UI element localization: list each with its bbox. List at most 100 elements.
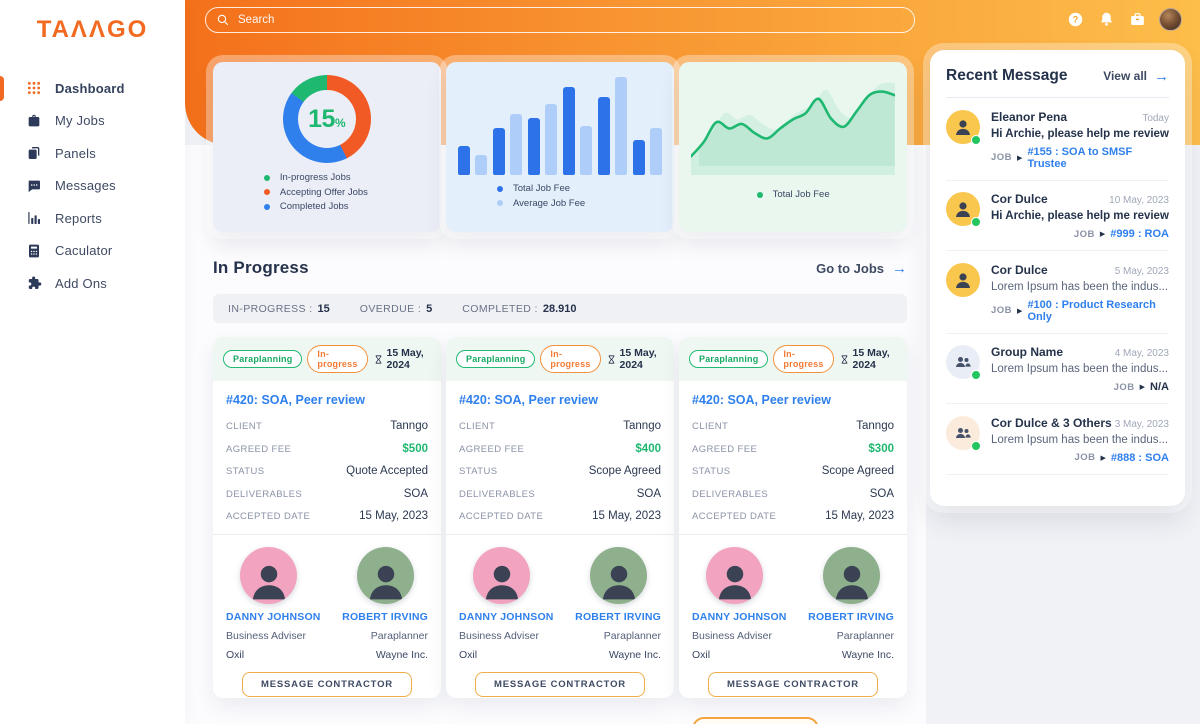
sidebar: TAΛΛGO Dashboard My Jobs Panels: [0, 0, 185, 724]
job-card-body: #420: SOA, Peer review CLIENT Tanngo AGR…: [446, 381, 674, 698]
brand-logo[interactable]: TAΛΛGO: [36, 16, 149, 43]
job-people-avatars: [692, 547, 894, 604]
bar: [632, 139, 645, 175]
message-list-item[interactable]: Eleanor Pena Today Hi Archie, please hel…: [946, 98, 1169, 181]
sidebar-nav: Dashboard My Jobs Panels Mess: [0, 72, 185, 300]
field-deliverables: DELIVERABLES SOA: [226, 487, 428, 500]
job-reference-link[interactable]: #100 : Product Research Only: [1027, 298, 1156, 323]
search-icon: [217, 14, 229, 26]
caret-right-icon: ▶: [1100, 454, 1106, 462]
line-chart: [691, 82, 895, 175]
adviser-name-link[interactable]: DANNY JOHNSON: [226, 611, 321, 623]
legend-dot: [263, 189, 270, 195]
sender-name: Cor Dulce: [991, 262, 1048, 277]
fees-bar-chart-card: Total Job Fee Average Job Fee: [445, 62, 675, 232]
search-input[interactable]: [238, 14, 904, 26]
calculator-icon: [26, 243, 42, 259]
bell-icon[interactable]: [1097, 10, 1116, 29]
sidebar-item-label: Add Ons: [55, 275, 107, 291]
job-fields: CLIENT Tanngo AGREED FEE $400 STATUS Sco…: [459, 420, 661, 522]
message-contractor-button[interactable]: MESSAGE CONTRACTOR: [475, 672, 645, 697]
sender-name: Cor Dulce: [991, 192, 1048, 206]
briefcase-icon[interactable]: [1128, 10, 1147, 29]
active-indicator: [0, 174, 4, 199]
sidebar-item-dashboard[interactable]: Dashboard: [0, 72, 185, 105]
donut-unit: %: [334, 116, 346, 130]
message-contractor-button[interactable]: MESSAGE CONTRACTOR: [708, 672, 878, 697]
message-preview: Hi Archie, please help me review...: [991, 127, 1169, 140]
message-job-line: JOB ▶ #999 : ROA: [1073, 228, 1169, 240]
sender-name: Group Name: [991, 345, 1064, 359]
help-icon[interactable]: ?: [1066, 10, 1085, 29]
sidebar-item-messages[interactable]: Messages: [0, 170, 185, 203]
messages-panel-header: Recent Message View all →: [946, 50, 1169, 98]
paraplanner-name-link[interactable]: ROBERT IRVING: [808, 611, 894, 623]
fee-line-chart-card: Total Job Fee: [679, 62, 907, 232]
group-icon: [953, 423, 973, 443]
arrow-right-icon: →: [892, 259, 907, 277]
job-people-names: DANNY JOHNSON ROBERT IRVING: [692, 611, 894, 623]
job-title-link[interactable]: #420: SOA, Peer review: [459, 393, 598, 407]
message-job-line: JOB ▶ #100 : Product Research Only: [991, 299, 1169, 323]
message-preview: Lorem Ipsum has been the indus...: [991, 433, 1169, 446]
adviser-avatar[interactable]: [240, 547, 297, 604]
sidebar-item-panels[interactable]: Panels: [0, 137, 185, 170]
sender-name: Eleanor Pena: [991, 109, 1068, 124]
paraplanner-avatar[interactable]: [590, 547, 647, 604]
field-accepted-date: ACCEPTED DATE 15 May, 2023: [692, 510, 894, 522]
adviser-name-link[interactable]: DANNY JOHNSON: [692, 611, 787, 623]
job-tags: Paraplanning In-progress 15 May, 2024: [213, 337, 441, 381]
paraplanner-name-link[interactable]: ROBERT IRVING: [575, 611, 661, 623]
active-indicator: [0, 109, 4, 134]
adviser-avatar[interactable]: [706, 547, 763, 604]
go-to-jobs-link[interactable]: Go to Jobs →: [816, 259, 907, 277]
sidebar-item-label: Reports: [55, 210, 102, 226]
message-time: 4 May, 2023: [1114, 348, 1169, 359]
job-tags: Paraplanning In-progress 15 May, 2024: [446, 337, 674, 381]
person-icon: [953, 199, 973, 219]
job-card: Paraplanning In-progress 15 May, 2024 #4…: [446, 337, 674, 698]
search-input-container[interactable]: [205, 7, 915, 33]
message-preview: Hi Archie, please help me review...: [991, 210, 1169, 222]
field-agreed-fee: AGREED FEE $300: [692, 442, 894, 455]
sidebar-item-caculator[interactable]: Caculator: [0, 235, 185, 268]
job-reference-link[interactable]: N/A: [1150, 381, 1169, 393]
job-title-link[interactable]: #420: SOA, Peer review: [226, 393, 365, 407]
stat-item: IN-PROGRESS : 15: [228, 302, 330, 315]
state-badge: In-progress: [307, 345, 368, 373]
sidebar-item-my-jobs[interactable]: My Jobs: [0, 105, 185, 138]
briefcase-icon: [26, 113, 42, 129]
legend-item: In-progress Jobs: [263, 172, 390, 183]
paraplanner-name-link[interactable]: ROBERT IRVING: [342, 611, 428, 623]
message-job-line: JOB ▶ #888 : SOA: [1074, 451, 1169, 464]
message-contractor-button[interactable]: MESSAGE CONTRACTOR: [242, 672, 412, 697]
chat-icon: [26, 178, 42, 194]
message-list-item[interactable]: Cor Dulce & 3 Others 3 May, 2023 Lorem I…: [946, 404, 1169, 475]
message-time: 3 May, 2023: [1114, 418, 1169, 430]
cutoff-action-button[interactable]: [692, 717, 819, 724]
job-reference-link[interactable]: #155 : SOA to SMSF Trustee: [1027, 145, 1133, 170]
message-list-item[interactable]: Cor Dulce 5 May, 2023 Lorem Ipsum has be…: [946, 251, 1169, 334]
job-people-roles: Business Adviser Paraplanner: [692, 630, 894, 642]
job-reference-link[interactable]: #888 : SOA: [1110, 451, 1169, 464]
job-title-link[interactable]: #420: SOA, Peer review: [692, 393, 831, 407]
job-reference-link[interactable]: #999 : ROA: [1110, 228, 1169, 240]
field-agreed-fee: AGREED FEE $400: [459, 442, 661, 455]
bar: [597, 96, 610, 175]
adviser-avatar[interactable]: [473, 547, 530, 604]
message-list-item[interactable]: Cor Dulce 10 May, 2023 Hi Archie, please…: [946, 181, 1169, 251]
adviser-name-link[interactable]: DANNY JOHNSON: [459, 611, 554, 623]
jobs-stats-bar: IN-PROGRESS : 15 OVERDUE : 5 COMPLETED :…: [213, 294, 907, 323]
bar: [650, 127, 663, 175]
message-list-item[interactable]: Group Name 4 May, 2023 Lorem Ipsum has b…: [946, 334, 1169, 404]
sidebar-item-add-ons[interactable]: Add Ons: [0, 267, 185, 300]
user-avatar[interactable]: [1159, 8, 1182, 31]
paraplanner-avatar[interactable]: [823, 547, 880, 604]
job-people-companies: Oxil Wayne Inc.: [692, 649, 894, 661]
sidebar-item-reports[interactable]: Reports: [0, 202, 185, 235]
view-all-link[interactable]: View all →: [1103, 67, 1169, 85]
paraplanner-avatar[interactable]: [357, 547, 414, 604]
message-time: 10 May, 2023: [1109, 195, 1169, 206]
legend-dot: [263, 174, 270, 181]
